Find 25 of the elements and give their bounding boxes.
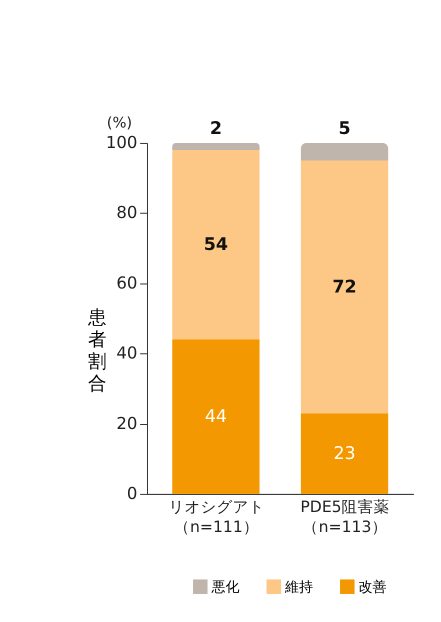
text: (%)	[106, 114, 132, 132]
data-label: 72	[332, 277, 357, 298]
y-tick-label: 0	[126, 484, 138, 503]
y-tick-label: 60	[116, 273, 138, 292]
y-axis-title: 患者割合	[86, 307, 106, 395]
y-tick-label: 40	[116, 344, 138, 363]
y-tick-label: 80	[116, 203, 138, 222]
data-label: 5	[338, 118, 351, 139]
data-label: 44	[204, 407, 228, 428]
bar	[300, 413, 388, 494]
x-tick-label: リオシグアト（n=111）	[168, 498, 264, 536]
bar	[172, 142, 260, 150]
legend-label: 維持	[284, 579, 313, 596]
data-label: 54	[204, 235, 228, 256]
legend-label: 改善	[358, 578, 386, 596]
bar	[300, 142, 388, 160]
y-tick-label: 100	[106, 133, 138, 152]
data-label: 2	[210, 118, 222, 139]
bar	[300, 160, 388, 414]
bar	[172, 150, 260, 340]
data-label: 23	[333, 444, 356, 464]
legend-label: 悪化	[210, 579, 240, 596]
x-tick-label: PDE5阻害薬（n=113）	[300, 498, 390, 536]
bar	[172, 339, 260, 494]
y-tick-label: 20	[116, 414, 138, 433]
